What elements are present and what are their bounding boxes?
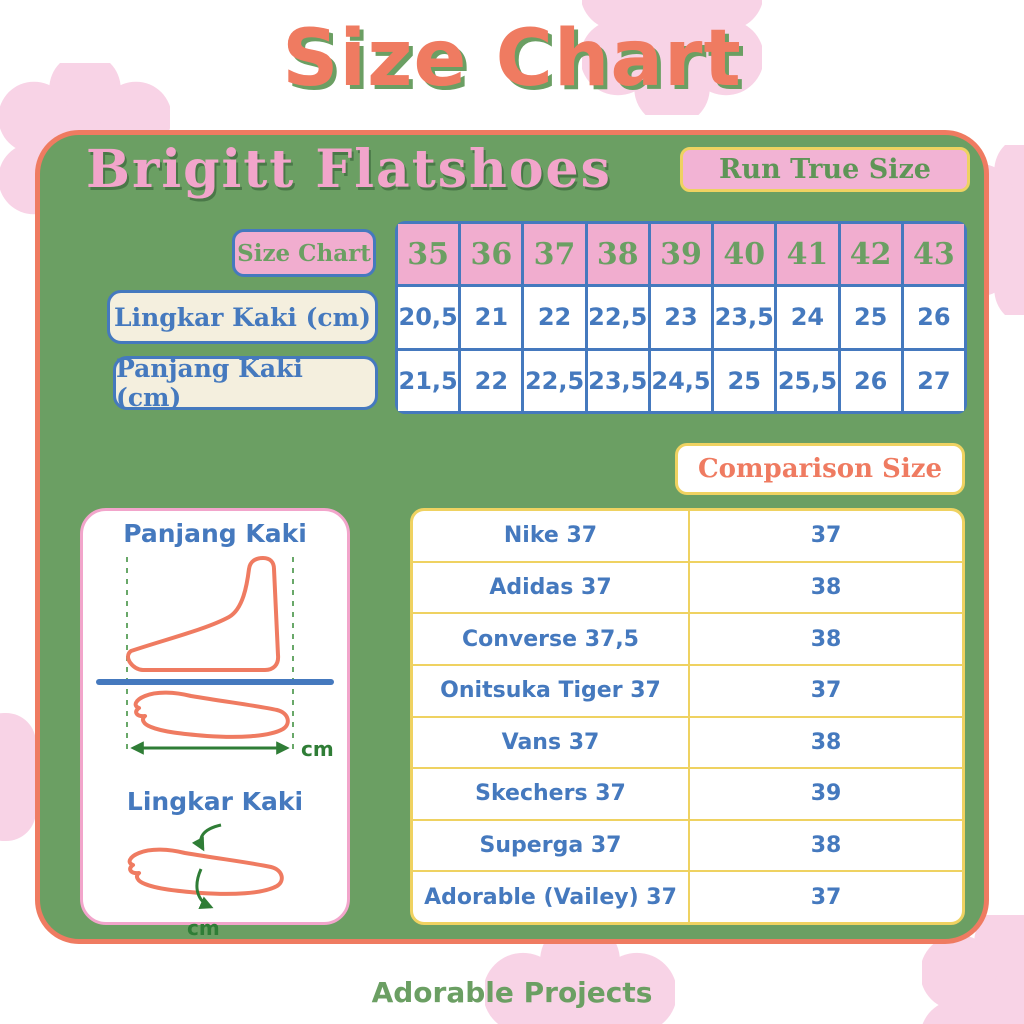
comparison-size: 38 (690, 717, 962, 768)
girth-arrow-top-icon (191, 823, 222, 852)
main-panel: Brigitt Flatshoes Run True Size Size Cha… (35, 130, 989, 944)
foot-side-icon (126, 556, 281, 672)
panjang-cell: 24,5 (650, 350, 712, 411)
comparison-table: Nike 37 37 Adidas 37 38 Converse 37,5 38… (410, 508, 965, 925)
size-col-header: 36 (461, 224, 522, 285)
lingkar-kaki-row-label-text: Lingkar Kaki (cm) (114, 302, 371, 332)
panjang-cell: 23,5 (587, 350, 648, 411)
comparison-brand: Adorable (Vailey) 37 (413, 872, 688, 922)
comparison-brand: Superga 37 (413, 820, 688, 871)
page-title: Size Chart (282, 14, 742, 104)
panjang-cell: 22 (461, 350, 522, 411)
foot-girth-illustration: cm (127, 823, 284, 940)
lingkar-cell: 21 (461, 287, 522, 348)
comparison-size: 38 (690, 820, 962, 871)
foot-sole-icon (133, 690, 290, 739)
comparison-size: 38 (690, 562, 962, 613)
lingkar-cell: 20,5 (398, 287, 459, 348)
panjang-cell: 25,5 (777, 350, 838, 411)
lingkar-cell: 23,5 (714, 287, 775, 348)
size-col-header: 37 (524, 224, 585, 285)
comparison-size: 37 (690, 872, 962, 922)
comparison-size: 37 (690, 665, 962, 716)
lingkar-cell: 22,5 (587, 287, 648, 348)
size-col-header: 39 (650, 224, 712, 285)
size-col-header: 41 (777, 224, 838, 285)
measurement-guide-card: Panjang Kaki cm Lingkar Kaki cm (80, 508, 350, 940)
size-table: 35 36 37 38 39 40 41 42 43 20,5 21 22 22… (395, 221, 967, 414)
panjang-cell: 27 (903, 350, 964, 411)
lingkar-cell: 22 (524, 287, 585, 348)
size-col-header: 42 (840, 224, 901, 285)
panjang-kaki-row-label: Panjang Kaki (cm) (113, 354, 378, 412)
petal-decoration-left (0, 713, 36, 841)
lingkar-cell: 24 (777, 287, 838, 348)
panjang-cell: 22,5 (524, 350, 585, 411)
size-col-header: 35 (398, 224, 459, 285)
size-chart-corner-label: Size Chart (237, 239, 371, 267)
panjang-kaki-title: Panjang Kaki (123, 519, 307, 548)
comparison-brand: Adidas 37 (413, 562, 688, 613)
comparison-size-title: Comparison Size (697, 454, 943, 484)
size-chart-corner-badge: Size Chart (232, 229, 376, 277)
comparison-brand: Nike 37 (413, 511, 688, 561)
foot-length-illustration: cm (96, 556, 334, 761)
size-col-header: 43 (903, 224, 964, 285)
brand-title: Brigitt Flatshoes (86, 139, 612, 200)
lingkar-cell: 26 (903, 287, 964, 348)
panjang-kaki-row-label-text: Panjang Kaki (cm) (116, 354, 303, 412)
comparison-brand: Converse 37,5 (413, 614, 688, 664)
size-col-header: 38 (587, 224, 648, 285)
panjang-cell: 26 (840, 350, 901, 411)
size-col-header: 40 (714, 224, 775, 285)
foot-sole-icon (127, 847, 284, 896)
comparison-brand: Skechers 37 (413, 769, 688, 819)
run-true-size-label: Run True Size (719, 154, 931, 185)
comparison-size: 38 (690, 614, 962, 664)
footer-brand: Adorable Projects (371, 976, 653, 1009)
lingkar-cell: 25 (840, 287, 901, 348)
lingkar-kaki-title: Lingkar Kaki (126, 787, 304, 816)
lingkar-cell: 23 (650, 287, 712, 348)
panjang-cell: 21,5 (398, 350, 459, 411)
girth-arrow-bottom-icon (195, 868, 214, 909)
girth-unit-label: cm (187, 916, 220, 940)
comparison-size: 37 (690, 511, 962, 561)
lingkar-kaki-row-label: Lingkar Kaki (cm) (107, 290, 378, 344)
run-true-size-badge: Run True Size (680, 147, 970, 192)
comparison-size-header: Comparison Size (675, 443, 965, 495)
comparison-brand: Onitsuka Tiger 37 (413, 665, 688, 716)
comparison-size: 39 (690, 769, 962, 819)
comparison-brand: Vans 37 (413, 717, 688, 768)
panjang-cell: 25 (714, 350, 775, 411)
length-unit-label: cm (301, 737, 334, 761)
